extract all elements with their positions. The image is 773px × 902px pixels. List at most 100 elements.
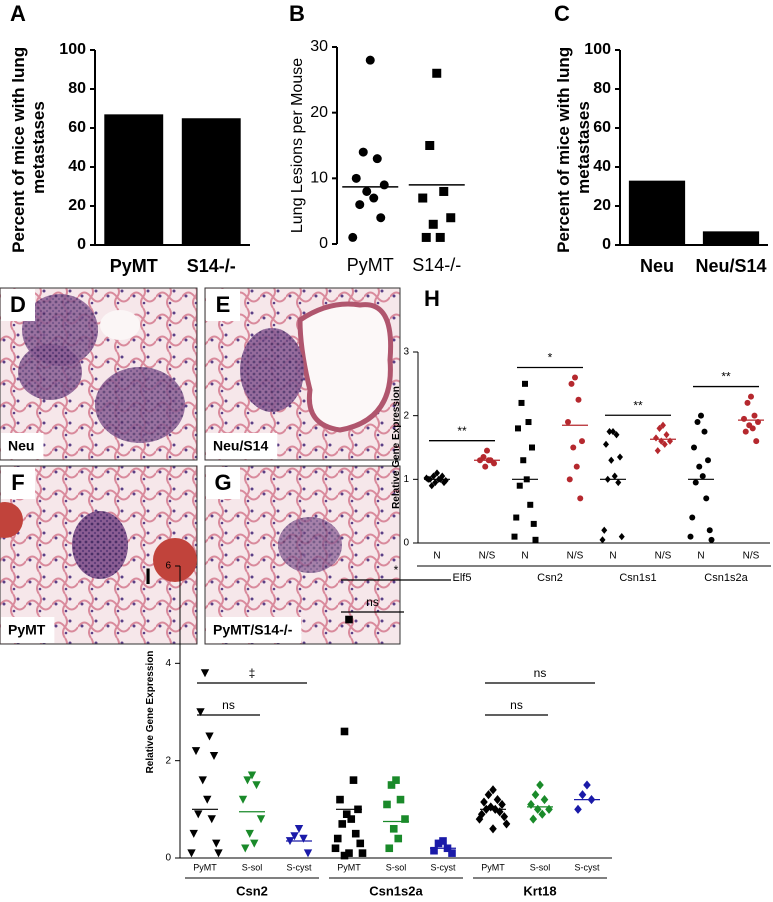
point	[484, 447, 490, 454]
image-caption: Neu/S14	[213, 438, 268, 454]
panel-letter: G	[214, 470, 231, 495]
y-axis-label: Percent of mice with lung metastases	[554, 42, 593, 253]
point	[389, 825, 398, 833]
point	[498, 799, 506, 810]
point	[530, 520, 537, 527]
point	[522, 380, 528, 387]
panel-letter: C	[554, 1, 570, 26]
bar	[181, 118, 241, 245]
point	[701, 428, 708, 435]
point	[252, 781, 261, 790]
point	[618, 533, 625, 541]
histology-d	[0, 287, 198, 461]
panel-letter: B	[289, 1, 305, 26]
significance-label: **	[633, 398, 643, 412]
caption-box	[1, 617, 55, 643]
x-tick-label: S-sol	[386, 862, 407, 872]
y-tick-label: 1	[403, 474, 409, 485]
significance-label: *	[548, 351, 553, 365]
caption-box	[206, 617, 302, 643]
point	[187, 849, 196, 858]
point	[525, 419, 532, 426]
point	[345, 615, 353, 624]
point	[345, 849, 353, 857]
point	[751, 412, 758, 419]
point	[238, 795, 248, 804]
y-tick-label: 6	[165, 561, 171, 572]
point	[603, 440, 609, 448]
panel-letter: A	[10, 1, 26, 26]
x-tick-label: S-cyst	[430, 862, 456, 872]
point	[502, 819, 511, 829]
x-tick-label: S-sol	[242, 862, 263, 872]
caption-box	[206, 433, 278, 459]
point	[575, 396, 582, 403]
point	[418, 193, 428, 203]
x-tick-label: Neu	[640, 256, 674, 276]
point	[365, 55, 375, 65]
group-label: Elf5	[453, 572, 472, 584]
point	[358, 849, 367, 857]
point	[340, 727, 349, 736]
point	[442, 477, 449, 485]
point	[573, 463, 580, 470]
point	[421, 232, 431, 242]
significance-label: *	[394, 563, 399, 577]
bar	[104, 114, 164, 245]
group-label: Csn2	[236, 883, 268, 898]
point	[434, 839, 443, 848]
point	[749, 425, 756, 432]
letter-box	[206, 289, 240, 321]
point	[653, 434, 659, 442]
point	[356, 839, 365, 848]
point	[250, 839, 259, 848]
point	[689, 514, 696, 521]
y-tick-label: 4	[165, 658, 171, 669]
point	[207, 815, 216, 824]
image-caption: Neu	[8, 438, 34, 454]
y-tick-label: 60	[68, 119, 86, 136]
point	[706, 527, 713, 534]
point	[744, 399, 751, 406]
y-tick-label: 60	[593, 119, 611, 136]
point	[748, 393, 754, 400]
point	[533, 804, 542, 814]
point	[191, 747, 201, 756]
point	[527, 799, 535, 810]
point	[667, 437, 673, 445]
point	[432, 478, 439, 487]
point	[247, 771, 257, 780]
y-tick-label: 10	[310, 170, 328, 187]
panel-letter: F	[11, 470, 24, 495]
point	[583, 780, 591, 790]
x-tick-label: PyMT	[337, 862, 361, 872]
y-tick-label: 0	[77, 236, 86, 253]
y-axis-label: Lung Lesions per Mouse	[289, 58, 306, 233]
x-tick-label: S-cyst	[286, 862, 312, 872]
y-tick-label: 0	[319, 235, 328, 252]
point	[574, 804, 582, 814]
significance-label: ‡	[249, 666, 256, 680]
point	[392, 776, 400, 784]
point	[331, 844, 340, 853]
bar	[628, 180, 686, 245]
x-tick-label: S-sol	[530, 862, 551, 872]
group-label: Krt18	[523, 883, 556, 898]
point	[439, 837, 447, 845]
point	[379, 180, 389, 190]
point	[439, 472, 446, 480]
point	[694, 419, 701, 426]
y-tick-label: 2	[403, 410, 409, 421]
point	[200, 669, 210, 678]
letter-box	[1, 467, 35, 499]
point	[703, 495, 710, 502]
x-tick-label: S14-/-	[412, 255, 461, 275]
group-label: Csn1s2a	[704, 572, 748, 584]
point	[515, 425, 521, 432]
point	[347, 815, 356, 823]
point	[432, 68, 442, 78]
point	[578, 790, 587, 800]
group-label: Csn1s2a	[369, 883, 423, 898]
x-tick-label: PyMT	[347, 255, 394, 275]
